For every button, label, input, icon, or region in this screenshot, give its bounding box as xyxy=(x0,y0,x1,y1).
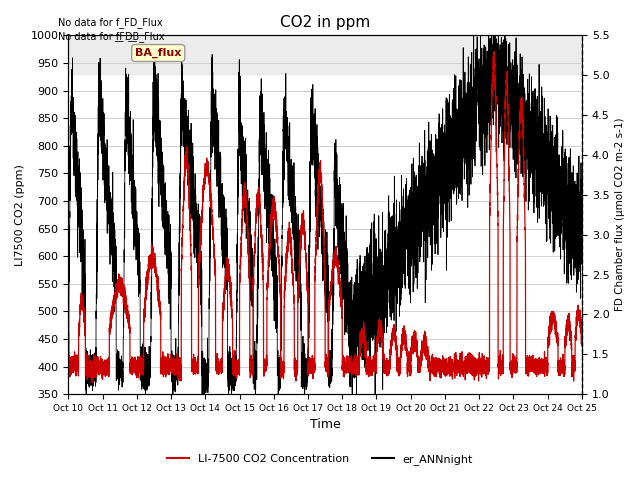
Text: No data for f͟FD͟B_Flux: No data for f͟FD͟B_Flux xyxy=(58,31,164,42)
Title: CO2 in ppm: CO2 in ppm xyxy=(280,15,371,30)
Bar xyxy=(68,36,582,74)
X-axis label: Time: Time xyxy=(310,419,340,432)
Text: BA_flux: BA_flux xyxy=(135,48,181,58)
Y-axis label: FD Chamber flux (μmol CO2 m-2 s-1): FD Chamber flux (μmol CO2 m-2 s-1) xyxy=(615,118,625,312)
Y-axis label: LI7500 CO2 (ppm): LI7500 CO2 (ppm) xyxy=(15,164,25,265)
Text: No data for f_FD_Flux: No data for f_FD_Flux xyxy=(58,17,162,28)
Legend: LI-7500 CO2 Concentration, er_ANNnight: LI-7500 CO2 Concentration, er_ANNnight xyxy=(163,450,477,469)
